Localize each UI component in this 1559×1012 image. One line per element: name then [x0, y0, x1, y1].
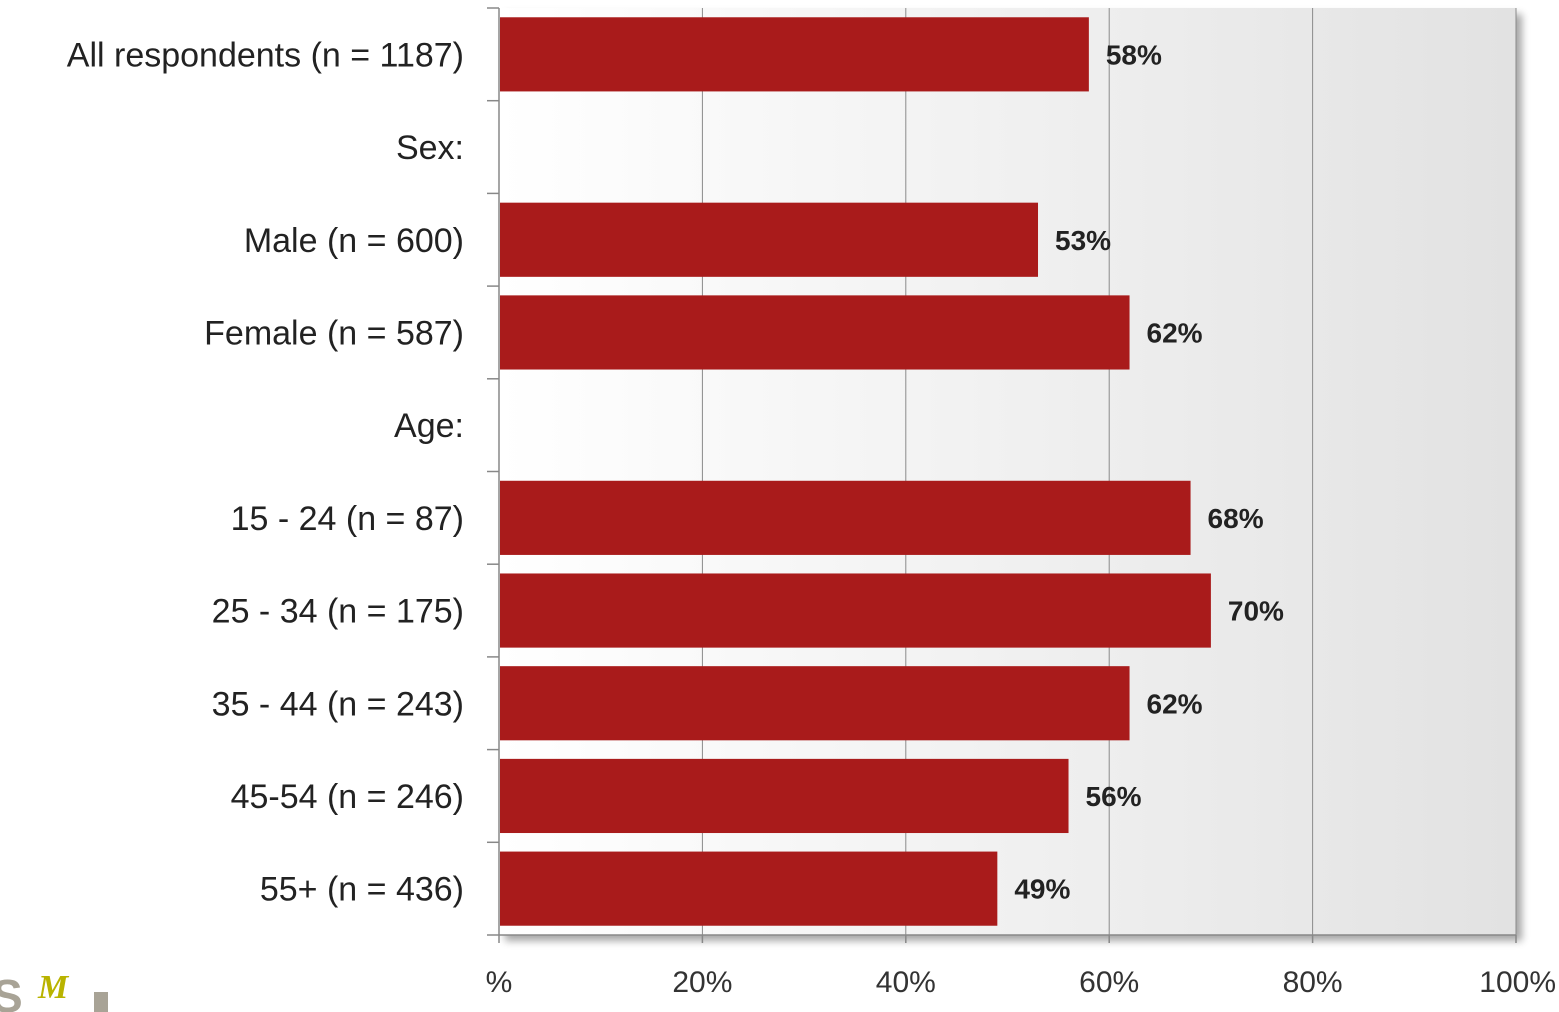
value-label: 58% — [1106, 39, 1162, 70]
logo-text: S — [0, 972, 23, 1012]
x-tick-label: 100% — [1479, 966, 1556, 998]
bar — [500, 573, 1211, 648]
bar — [500, 758, 1069, 834]
bar — [500, 295, 1130, 370]
bars — [500, 17, 1211, 926]
logo-accent: M — [37, 972, 70, 1006]
bar — [500, 17, 1089, 92]
x-tick-label: 20% — [672, 966, 732, 998]
value-label: 70% — [1228, 596, 1284, 627]
bar — [500, 851, 998, 926]
value-label: 49% — [1014, 874, 1070, 905]
category-label: Sex: — [396, 129, 464, 167]
category-label: 15 - 24 (n = 87) — [231, 500, 464, 538]
category-label: 25 - 34 (n = 175) — [212, 593, 464, 631]
value-label: 62% — [1147, 317, 1203, 348]
x-tick-labels: % 20% 40% 60% 80% 100% — [486, 966, 1556, 998]
x-tick-label: % — [486, 966, 513, 998]
category-label: 55+ (n = 436) — [260, 871, 464, 909]
category-label: Male (n = 600) — [244, 222, 464, 260]
bar — [500, 480, 1191, 555]
category-label: Age: — [394, 407, 464, 445]
category-labels: All respondents (n = 1187) Sex: Male (n = … — [67, 36, 464, 908]
brand-logo: S M — [0, 972, 108, 1012]
value-label: 56% — [1086, 781, 1142, 812]
category-label: 45-54 (n = 246) — [231, 778, 464, 816]
value-labels: 58% 53% 62% 68% 70% 62% 56% 49% — [1014, 39, 1284, 904]
value-label: 53% — [1055, 225, 1111, 256]
axes — [487, 7, 1517, 943]
x-tick-label: 40% — [876, 966, 936, 998]
category-label: 35 - 44 (n = 243) — [212, 685, 464, 723]
x-tick-label: 80% — [1283, 966, 1343, 998]
category-label: All respondents (n = 1187) — [67, 36, 464, 74]
value-label: 62% — [1147, 688, 1203, 719]
logo-block — [94, 992, 108, 1012]
bar — [500, 202, 1039, 277]
value-label: 68% — [1208, 503, 1264, 534]
bar — [500, 666, 1130, 741]
x-tick-label: 60% — [1079, 966, 1139, 998]
category-label: Female (n = 587) — [204, 314, 464, 352]
